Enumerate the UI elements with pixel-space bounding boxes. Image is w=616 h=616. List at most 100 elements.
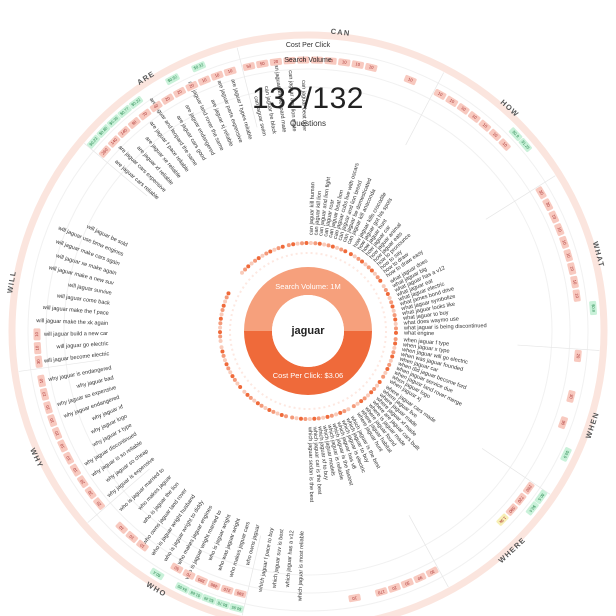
question-dot xyxy=(303,416,308,421)
search-volume-value: 10 xyxy=(471,113,478,120)
question-dot xyxy=(222,358,227,363)
question-label[interactable]: which jaguar sedan is the best xyxy=(307,426,315,503)
cost-per-click-legend: Cost Per Click xyxy=(285,42,331,49)
question-label[interactable]: which jaguar has a v12 xyxy=(285,530,296,589)
search-volume-badge xyxy=(445,95,459,107)
cpc-value: $0.9 xyxy=(562,450,570,460)
question-label[interactable]: will jaguar make the f pace xyxy=(42,305,110,317)
search-volume-value: 20 xyxy=(87,489,94,496)
question-label[interactable]: which jaguar car is the best xyxy=(311,426,322,495)
question-count: 132/132 xyxy=(252,82,364,115)
search-volume-value: 140 xyxy=(119,127,128,136)
question-dot xyxy=(253,258,258,263)
question-dot xyxy=(335,245,340,250)
question-dot xyxy=(275,411,280,416)
search-volume-badge xyxy=(33,341,42,355)
cpc-badge xyxy=(518,138,532,152)
cpc-value: $0.36 xyxy=(108,115,119,126)
search-volume-value: 30 xyxy=(545,201,552,208)
question-dot xyxy=(387,362,392,367)
search-volume-badge xyxy=(467,111,481,123)
search-volume-legend: Search Volume xyxy=(284,57,332,64)
cost-per-click-arc xyxy=(244,331,372,395)
search-volume-value: 70 xyxy=(141,110,148,117)
cpc-value: $0.77 xyxy=(119,106,130,117)
cpc-badge xyxy=(96,124,111,138)
search-volume-badge xyxy=(573,349,582,363)
search-volume-badge xyxy=(456,103,470,115)
question-dot xyxy=(235,381,240,386)
search-volume-value: 10 xyxy=(53,430,60,437)
question-label[interactable]: will jaguar make the xk again xyxy=(35,318,108,327)
category-divider xyxy=(87,468,150,523)
search-volume-value: 10 xyxy=(59,442,66,449)
search-volume-badge xyxy=(194,575,208,586)
cpc-badge xyxy=(106,114,121,128)
question-label[interactable]: which jaguar is most reliable xyxy=(298,531,306,602)
search-volume-badge xyxy=(52,426,63,440)
question-dot xyxy=(343,249,348,254)
question-label[interactable]: what engine xyxy=(403,330,434,337)
search-volume-badge xyxy=(364,62,378,72)
search-volume-value: 50 xyxy=(260,61,266,67)
question-dot xyxy=(268,249,273,254)
question-label[interactable]: can jaguar kill lion xyxy=(314,191,324,236)
cpc-value: $0.78 xyxy=(216,600,228,608)
category-divider xyxy=(485,175,556,220)
question-dot xyxy=(375,383,380,388)
question-dot xyxy=(267,408,272,413)
question-dot xyxy=(221,353,226,358)
question-label[interactable]: can jaguar kill human xyxy=(309,182,317,235)
search-volume-value: 170 xyxy=(377,589,386,596)
search-volume-badge xyxy=(149,100,163,113)
question-label[interactable]: what does waymo use xyxy=(402,316,459,327)
category-divider xyxy=(236,47,258,128)
search-volume-badge xyxy=(185,80,199,92)
search-volume-badge xyxy=(297,56,310,64)
question-dot xyxy=(393,330,398,335)
question-dot xyxy=(329,413,334,418)
search-volume-badge xyxy=(433,88,447,100)
search-volume-value: 90 xyxy=(131,119,138,126)
question-label[interactable]: will jaguar build a new car xyxy=(43,331,108,338)
category-divider xyxy=(84,143,148,197)
search-volume-value: 20 xyxy=(273,59,279,65)
cpc-value: $0.95 xyxy=(230,604,242,612)
search-volume-badge xyxy=(324,57,337,65)
search-volume-value: 590 xyxy=(507,506,516,515)
question-dot xyxy=(284,414,289,419)
question-dot xyxy=(218,330,223,335)
question-label[interactable]: when jaguar f type xyxy=(402,337,449,347)
question-label[interactable]: will jaguar go electric xyxy=(55,341,108,350)
search-volume-badge xyxy=(43,401,53,414)
cpc-badge xyxy=(86,134,101,149)
cpc-badge xyxy=(525,501,539,516)
cpc-value: $0.9 xyxy=(591,304,597,313)
question-dot xyxy=(218,321,223,326)
question-label[interactable]: will jaguar become electric xyxy=(43,351,110,365)
search-volume-value: 10 xyxy=(301,57,306,62)
question-label[interactable]: will jaguar come back xyxy=(55,293,110,307)
question-dot xyxy=(226,366,231,371)
question-dot xyxy=(388,358,393,363)
question-dot xyxy=(387,296,392,301)
search-volume-value: 10 xyxy=(572,279,578,285)
question-dot xyxy=(279,412,284,417)
question-label[interactable]: can jaguar and lion mate xyxy=(287,70,297,132)
search-volume-value: 210 xyxy=(222,586,231,593)
search-volume-badge xyxy=(170,562,184,574)
search-volume-value: 10 xyxy=(34,331,39,336)
question-dot xyxy=(326,243,331,248)
question-label[interactable]: can jaguar beat tiger xyxy=(300,80,307,131)
search-volume-value: 10 xyxy=(351,595,357,601)
ring-line xyxy=(63,86,553,576)
search-volume-value: 20 xyxy=(176,88,183,95)
question-label[interactable]: what jaguar is being discontinued xyxy=(403,323,487,331)
search-volume-badge xyxy=(348,593,361,603)
search-volume-value: 20 xyxy=(391,585,398,591)
search-volume-badge xyxy=(351,60,365,69)
question-dot xyxy=(381,284,386,289)
question-dot xyxy=(391,308,396,313)
